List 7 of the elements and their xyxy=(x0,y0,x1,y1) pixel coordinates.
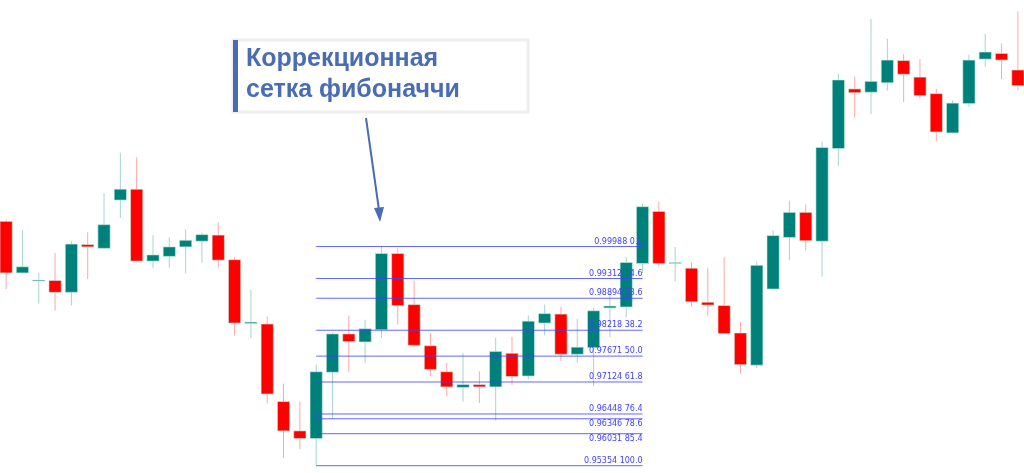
ref-line-label: 0.96346 78.6 xyxy=(589,418,643,428)
annotation: Коррекционная сетка фибоначчи xyxy=(246,43,460,102)
ref-line-label: 0.95354 100.0 xyxy=(584,455,643,465)
ref-line-label: 0.96031 85.4 xyxy=(589,433,643,443)
ref-line-label: 0.96448 76.4 xyxy=(589,403,643,413)
ref-line-label: 0.97671 50.0 xyxy=(589,346,643,356)
ref-line-label: 0.97124 61.8 xyxy=(589,371,643,381)
